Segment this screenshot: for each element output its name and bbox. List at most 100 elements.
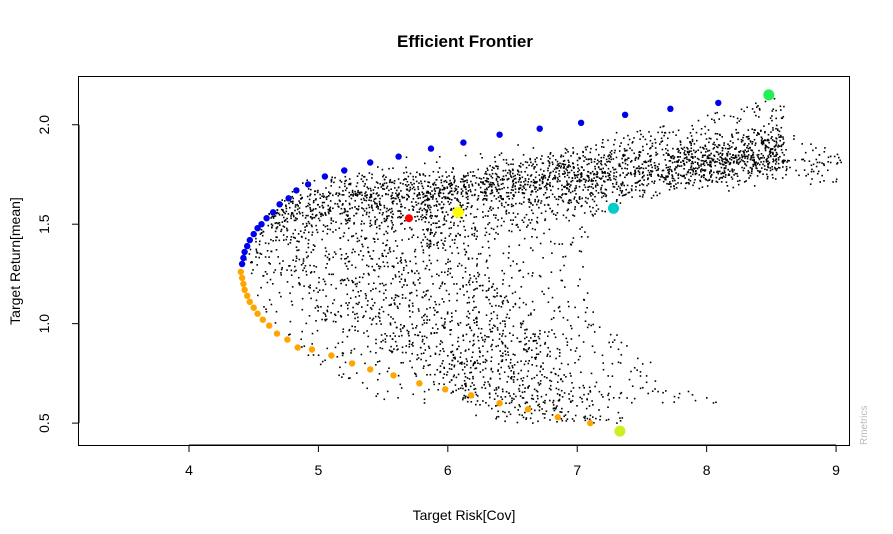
portfolio-point [779,136,781,138]
portfolio-point [684,187,687,190]
portfolio-point [368,206,371,209]
portfolio-point [645,375,648,377]
portfolio-point [622,182,624,184]
portfolio-point [769,149,772,151]
portfolio-point [616,199,618,201]
portfolio-point [657,173,659,176]
portfolio-point [572,237,575,239]
portfolio-point [647,392,649,395]
portfolio-point [771,119,773,122]
portfolio-point [726,185,729,187]
portfolio-point [552,185,554,188]
portfolio-point [499,350,501,352]
portfolio-point [487,181,490,183]
portfolio-point [505,162,508,164]
portfolio-point [690,168,692,171]
portfolio-point [507,177,510,180]
portfolio-point [465,192,468,195]
portfolio-point [397,210,399,212]
portfolio-point [511,292,514,295]
portfolio-point [396,326,398,329]
portfolio-point [713,119,715,121]
portfolio-point [444,321,446,323]
portfolio-point [394,274,397,276]
portfolio-point [823,151,826,153]
portfolio-point [444,283,446,285]
portfolio-point [568,200,570,202]
portfolio-point [399,281,401,283]
portfolio-point [524,402,527,405]
portfolio-point [321,201,324,204]
portfolio-point [634,170,636,173]
portfolio-point [557,388,560,391]
portfolio-point [534,356,536,359]
portfolio-point [503,178,505,181]
portfolio-point [667,171,670,174]
portfolio-point [716,138,718,141]
portfolio-point [609,151,612,154]
portfolio-point [382,310,385,313]
efficient-frontier-point [285,195,292,202]
portfolio-point [783,154,785,156]
minimum-variance-lower-point [240,280,247,288]
portfolio-point [556,160,559,163]
portfolio-point [477,195,480,197]
portfolio-point [540,202,542,204]
portfolio-point [657,167,660,170]
portfolio-point [316,231,319,234]
portfolio-point [451,316,453,318]
portfolio-point [482,199,484,201]
portfolio-point [463,372,466,375]
portfolio-point [453,180,456,182]
portfolio-point [512,212,515,214]
portfolio-point [464,389,467,392]
portfolio-point [409,292,411,295]
portfolio-point [566,169,568,172]
portfolio-point [675,172,677,174]
portfolio-point [462,387,464,390]
portfolio-point [449,184,451,187]
portfolio-point [451,359,454,362]
portfolio-point [521,322,524,325]
portfolio-point [490,318,493,320]
portfolio-point [651,142,654,145]
portfolio-point [276,211,278,214]
portfolio-point [335,192,338,194]
portfolio-point [510,219,512,221]
portfolio-point [436,259,439,262]
portfolio-point [507,301,509,303]
portfolio-point [733,157,736,159]
portfolio-point [433,187,436,190]
portfolio-point [457,340,459,343]
portfolio-point [321,195,323,197]
portfolio-point [443,244,445,246]
portfolio-point [389,180,391,182]
portfolio-point [781,151,784,154]
portfolio-point [537,420,539,423]
portfolio-point [507,186,509,189]
portfolio-point [357,189,359,192]
portfolio-point [739,118,742,121]
portfolio-point [692,157,694,159]
portfolio-point [405,351,407,354]
portfolio-point [496,225,499,228]
portfolio-point [677,160,680,162]
portfolio-point [601,184,603,187]
portfolio-point [497,207,499,209]
portfolio-point [724,147,727,150]
portfolio-point [365,194,368,197]
portfolio-point [428,198,431,201]
portfolio-point [379,202,381,205]
portfolio-point [719,170,721,173]
portfolio-point [756,154,759,156]
portfolio-point [522,154,525,156]
portfolio-point [417,197,419,200]
portfolio-point [698,164,700,167]
portfolio-point [785,149,787,151]
portfolio-point [457,324,460,326]
portfolio-point [485,191,487,194]
portfolio-point [577,170,579,173]
portfolio-point [594,165,596,168]
portfolio-point [539,242,542,245]
portfolio-point [382,212,384,214]
